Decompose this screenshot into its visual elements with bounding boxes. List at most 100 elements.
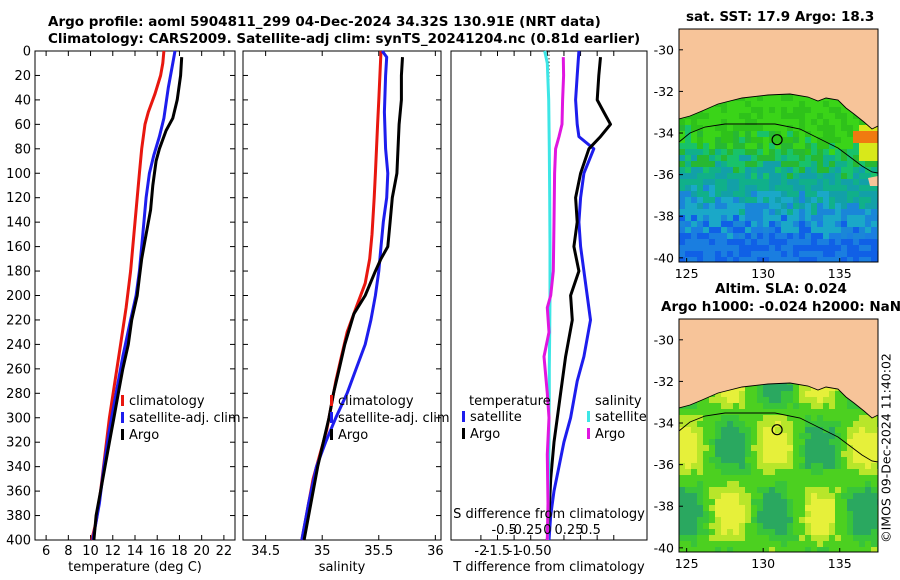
map-cell xyxy=(835,457,842,464)
map-cell xyxy=(793,239,800,246)
map-cell xyxy=(781,191,788,198)
map-cell xyxy=(775,107,782,114)
map-cell xyxy=(745,221,752,228)
map-cell xyxy=(691,409,698,416)
map-cell xyxy=(739,439,746,446)
map-cell xyxy=(805,463,812,470)
map-cell xyxy=(853,239,860,246)
map-cell xyxy=(763,409,770,416)
map-cell xyxy=(727,397,734,404)
map-cell xyxy=(829,119,836,126)
map-cell xyxy=(703,233,710,240)
map-cell xyxy=(799,415,806,422)
map-cell xyxy=(775,197,782,204)
map-cell xyxy=(805,517,812,524)
map-cell xyxy=(841,445,848,452)
map-cell xyxy=(727,421,734,428)
map-cell xyxy=(823,409,830,416)
map-cell xyxy=(757,523,764,530)
map-cell xyxy=(763,439,770,446)
map-cell xyxy=(871,209,878,216)
map-cell xyxy=(811,185,818,192)
map-cell xyxy=(757,415,764,422)
map-cell xyxy=(763,547,770,552)
map-cell xyxy=(787,95,794,102)
map-cell xyxy=(751,95,758,102)
map-cell xyxy=(703,487,710,494)
map-cell xyxy=(829,475,836,482)
map-cell xyxy=(733,457,740,464)
y-tick-label: 400 xyxy=(6,534,31,549)
map-cell xyxy=(751,101,758,108)
map-cell xyxy=(781,433,788,440)
map-cell xyxy=(715,403,722,410)
map-cell xyxy=(727,191,734,198)
map-cell xyxy=(727,457,734,464)
map-cell xyxy=(685,463,692,470)
map-cell xyxy=(703,433,710,440)
map-cell xyxy=(859,415,866,422)
map-cell xyxy=(835,179,842,186)
map-cell xyxy=(811,125,818,132)
map-cell xyxy=(721,439,728,446)
map-cell xyxy=(709,239,716,246)
map-cell xyxy=(697,131,704,138)
map-cell xyxy=(859,251,866,258)
map-cell xyxy=(727,547,734,552)
series-line-argo xyxy=(92,57,184,541)
y-tick-label: 220 xyxy=(6,313,31,328)
map-cell xyxy=(835,415,842,422)
s-difference-label: S difference from climatology xyxy=(453,507,645,522)
map-cell xyxy=(871,463,878,470)
map-cell xyxy=(721,481,728,488)
map-cell xyxy=(835,257,842,262)
map-cell xyxy=(709,415,716,422)
map-cell xyxy=(805,161,812,168)
map-cell xyxy=(817,427,824,434)
map-cell xyxy=(793,529,800,536)
map-cell xyxy=(691,119,698,126)
map-cell xyxy=(835,233,842,240)
map-cell xyxy=(697,185,704,192)
map-cell xyxy=(739,221,746,228)
map-cell xyxy=(823,451,830,458)
map-cell xyxy=(709,251,716,258)
x-tick-label: 6 xyxy=(42,544,50,559)
map-cell xyxy=(823,475,830,482)
map-cell xyxy=(817,173,824,180)
map-cell xyxy=(709,505,716,512)
map-cell xyxy=(775,233,782,240)
map-cell xyxy=(775,547,782,552)
map-cell xyxy=(871,239,878,246)
map-cell xyxy=(745,397,752,404)
map-cell xyxy=(829,257,836,262)
map-cell xyxy=(679,547,686,552)
map-cell xyxy=(745,517,752,524)
map-cell xyxy=(781,493,788,500)
map-cell xyxy=(733,143,740,150)
map-cell xyxy=(817,433,824,440)
map-cell xyxy=(817,475,824,482)
map-cell xyxy=(811,257,818,262)
map-cell xyxy=(757,149,764,156)
map-cell xyxy=(703,451,710,458)
map-cell xyxy=(703,463,710,470)
map-cell xyxy=(757,439,764,446)
map-cell xyxy=(769,125,776,132)
map-cell xyxy=(727,245,734,252)
map-cell xyxy=(715,191,722,198)
map-cell xyxy=(775,251,782,258)
map-cell xyxy=(757,451,764,458)
map-cell xyxy=(721,487,728,494)
salinity-diff-legend: salinity satellite Argo xyxy=(587,394,647,442)
map-cell xyxy=(865,493,872,500)
map-cell xyxy=(781,547,788,552)
map-cell xyxy=(811,197,818,204)
map-cell xyxy=(793,113,800,120)
map-cell xyxy=(823,535,830,542)
map-cell xyxy=(775,131,782,138)
map-cell xyxy=(679,409,686,416)
map-cell xyxy=(703,161,710,168)
map-cell xyxy=(811,469,818,476)
map-cell xyxy=(685,475,692,482)
